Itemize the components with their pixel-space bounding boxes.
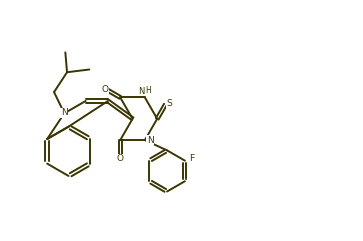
Text: S: S [166, 99, 172, 108]
Text: N: N [147, 136, 154, 145]
Text: F: F [189, 154, 194, 163]
Text: N: N [61, 108, 68, 117]
Text: H: H [146, 86, 151, 95]
Text: NH: NH [138, 87, 151, 96]
Text: O: O [102, 85, 109, 94]
Text: O: O [117, 154, 124, 163]
